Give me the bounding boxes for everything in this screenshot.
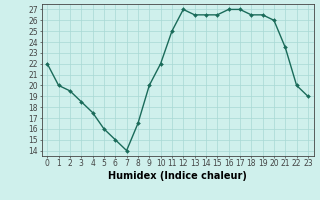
X-axis label: Humidex (Indice chaleur): Humidex (Indice chaleur) <box>108 171 247 181</box>
